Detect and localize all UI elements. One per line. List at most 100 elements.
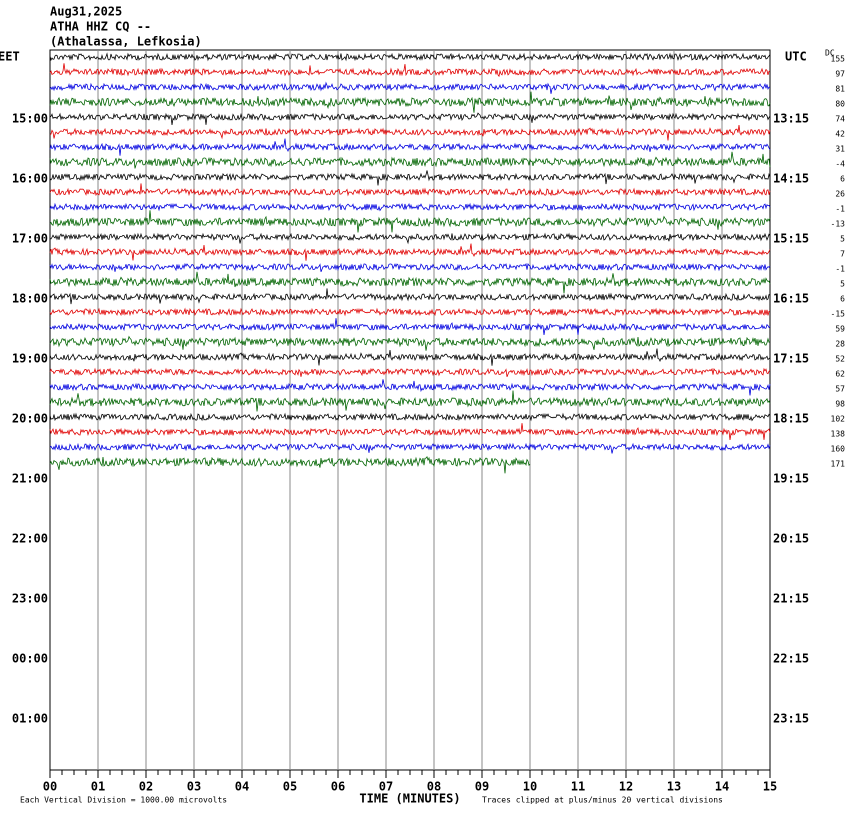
right-hour-label: 13:15	[773, 112, 809, 126]
trace	[49, 423, 771, 440]
right-hour-label: 15:15	[773, 232, 809, 246]
dc-value: 97	[835, 70, 845, 79]
x-tick-label: 06	[331, 780, 345, 794]
x-tick-label: 09	[475, 780, 489, 794]
dc-value: 59	[835, 325, 845, 334]
x-tick-label: 03	[187, 780, 201, 794]
dc-value: 6	[840, 175, 845, 184]
trace	[49, 390, 771, 412]
x-tick-label: 00	[43, 780, 57, 794]
left-hour-label: 00:00	[12, 652, 48, 666]
x-tick-label: 02	[139, 780, 153, 794]
trace	[49, 170, 771, 186]
x-tick-label: 13	[667, 780, 681, 794]
trace	[49, 151, 771, 169]
left-axis-title: EET	[0, 50, 20, 64]
dc-value: 28	[835, 340, 845, 349]
left-hour-label: 19:00	[12, 352, 48, 366]
trace	[49, 63, 771, 78]
right-hour-label: 18:15	[773, 412, 809, 426]
right-hour-label: 17:15	[773, 352, 809, 366]
dc-value: 102	[831, 415, 846, 424]
dc-value: 62	[835, 370, 845, 379]
left-hour-label: 15:00	[12, 112, 48, 126]
location: (Athalassa, Lefkosia)	[50, 35, 202, 49]
dc-value: 7	[840, 250, 845, 259]
dc-value: 81	[835, 85, 845, 94]
x-tick-label: 05	[283, 780, 297, 794]
trace	[49, 210, 771, 233]
right-hour-label: 23:15	[773, 712, 809, 726]
left-hour-label: 17:00	[12, 232, 48, 246]
dc-value: 74	[835, 115, 845, 124]
left-hour-label: 01:00	[12, 712, 48, 726]
scale-note: Each Vertical Division = 1000.00 microvo…	[20, 796, 227, 805]
trace	[49, 318, 771, 335]
dc-value: -15	[831, 310, 846, 319]
right-axis-title: UTC	[785, 50, 807, 64]
x-tick-label: 04	[235, 780, 249, 794]
trace	[49, 112, 771, 125]
dc-value: 138	[831, 430, 846, 439]
left-hour-label: 18:00	[12, 292, 48, 306]
dc-value: 31	[835, 145, 845, 154]
trace	[49, 442, 771, 454]
x-tick-label: 14	[715, 780, 729, 794]
x-tick-label: 10	[523, 780, 537, 794]
dc-value: 6	[840, 295, 845, 304]
dc-value: 155	[831, 55, 846, 64]
trace	[49, 288, 771, 305]
trace	[49, 367, 771, 377]
station: ATHA HHZ CQ --	[50, 20, 151, 34]
trace	[49, 91, 771, 113]
x-tick-label: 15	[763, 780, 777, 794]
trace	[50, 232, 771, 245]
clip-note: Traces clipped at plus/minus 20 vertical…	[482, 796, 723, 805]
dc-value: 160	[831, 445, 846, 454]
left-hour-label: 20:00	[12, 412, 48, 426]
right-hour-label: 20:15	[773, 532, 809, 546]
trace	[49, 348, 771, 366]
trace	[49, 243, 771, 261]
date: Aug31,2025	[50, 5, 122, 19]
trace	[49, 307, 771, 317]
trace	[49, 138, 771, 156]
right-hour-label: 22:15	[773, 652, 809, 666]
dc-title: DC	[825, 49, 835, 58]
dc-value: -1	[835, 265, 845, 274]
dc-value: -13	[831, 220, 846, 229]
dc-value: 5	[840, 280, 845, 289]
dc-value: 57	[835, 385, 845, 394]
x-tick-label: 07	[379, 780, 393, 794]
trace	[49, 81, 771, 94]
dc-value: 26	[835, 190, 845, 199]
dc-value: 52	[835, 355, 845, 364]
dc-value: -1	[835, 205, 845, 214]
trace	[49, 183, 771, 197]
trace	[49, 124, 771, 141]
x-tick-label: 08	[427, 780, 441, 794]
x-tick-label: 11	[571, 780, 585, 794]
x-tick-label: 12	[619, 780, 633, 794]
trace	[49, 52, 771, 62]
x-tick-label: 01	[91, 780, 105, 794]
trace	[49, 455, 531, 474]
dc-value: 98	[835, 400, 845, 409]
dc-value: -4	[835, 160, 845, 169]
dc-value: 171	[831, 460, 846, 469]
left-hour-label: 16:00	[12, 172, 48, 186]
trace	[49, 271, 771, 294]
right-hour-label: 19:15	[773, 472, 809, 486]
right-hour-label: 21:15	[773, 592, 809, 606]
dc-value: 80	[835, 100, 845, 109]
dc-value: 5	[840, 235, 845, 244]
left-hour-label: 22:00	[12, 532, 48, 546]
x-axis-title: TIME (MINUTES)	[359, 792, 460, 806]
right-hour-label: 16:15	[773, 292, 809, 306]
trace	[49, 335, 771, 351]
left-hour-label: 23:00	[12, 592, 48, 606]
right-hour-label: 14:15	[773, 172, 809, 186]
left-hour-label: 21:00	[12, 472, 48, 486]
